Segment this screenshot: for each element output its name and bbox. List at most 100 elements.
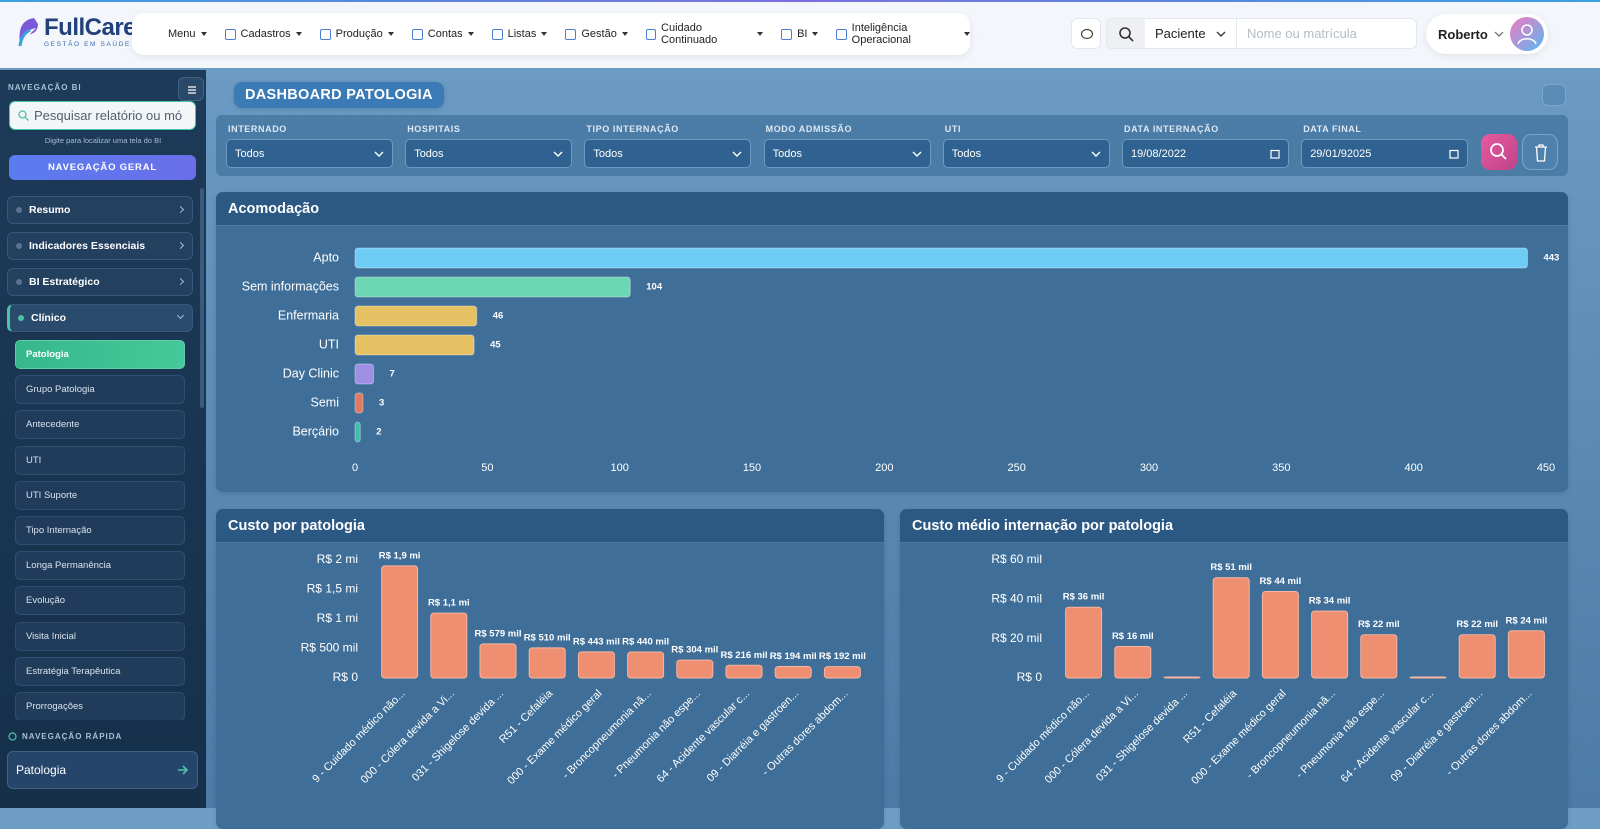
clear-button[interactable] bbox=[1522, 134, 1558, 170]
nav-item[interactable]: Prorrogações bbox=[15, 691, 185, 720]
bar[interactable] bbox=[676, 659, 714, 679]
search-icon[interactable] bbox=[1107, 19, 1145, 48]
bar[interactable] bbox=[1261, 590, 1299, 679]
bar[interactable] bbox=[354, 334, 475, 356]
filter-select[interactable]: Todos bbox=[226, 139, 393, 168]
search-type[interactable]: Paciente bbox=[1145, 19, 1237, 48]
nav-item-label: Grupo Patologia bbox=[26, 384, 95, 396]
brand[interactable]: FullCare GESTÃO EM SAÚDE bbox=[14, 15, 137, 48]
menu-item[interactable]: Produção bbox=[319, 28, 394, 40]
nav-item[interactable]: Grupo Patologia bbox=[15, 375, 185, 405]
user-menu[interactable]: Roberto bbox=[1426, 14, 1548, 54]
scrollbar[interactable] bbox=[200, 188, 204, 408]
filter-select[interactable]: 19/08/2022 bbox=[1122, 139, 1289, 168]
nav-item[interactable]: UTI Suporte bbox=[15, 480, 185, 510]
nav-item-label: Prorrogações bbox=[26, 700, 84, 712]
menu-item[interactable]: BI bbox=[781, 28, 819, 40]
bar[interactable] bbox=[1065, 606, 1103, 679]
nav-item[interactable]: Antecedente bbox=[15, 410, 185, 440]
nav-item[interactable]: Longa Permanência bbox=[15, 551, 185, 581]
filter: INTERNADO Todos bbox=[226, 124, 393, 168]
filter-select[interactable]: Todos bbox=[584, 139, 752, 168]
nav-section[interactable]: Clínico bbox=[7, 304, 193, 332]
value-label: R$ 24 mil bbox=[1506, 615, 1548, 626]
bar[interactable] bbox=[354, 421, 361, 443]
quick-nav-title: NAVEGAÇÃO RÁPIDA bbox=[8, 732, 122, 741]
nav-item[interactable]: Estratégia Terapêutica bbox=[15, 656, 185, 686]
filter-label: DATA INTERNAÇÃO bbox=[1124, 124, 1219, 134]
menu-icon bbox=[645, 28, 657, 40]
bar[interactable] bbox=[354, 276, 631, 298]
filter: UTI Todos bbox=[942, 124, 1110, 168]
bar[interactable] bbox=[1311, 610, 1349, 679]
filter-select[interactable]: Todos bbox=[405, 139, 573, 168]
menu-item[interactable]: Gestão bbox=[565, 28, 628, 40]
chart-title: Custo médio internação por patologia bbox=[900, 509, 1568, 543]
general-nav-button[interactable]: NAVEGAÇÃO GERAL bbox=[9, 155, 196, 180]
layout-button[interactable] bbox=[1542, 84, 1566, 106]
bar[interactable] bbox=[725, 664, 763, 679]
sidebar-search[interactable]: Pesquisar relatório ou mó bbox=[9, 101, 196, 130]
sidebar-search-placeholder: Pesquisar relatório ou mó bbox=[34, 108, 183, 123]
calendar-icon bbox=[1270, 149, 1280, 159]
bar[interactable] bbox=[430, 612, 468, 679]
bar[interactable] bbox=[528, 647, 566, 679]
bar[interactable] bbox=[1458, 634, 1496, 679]
calendar-shape bbox=[1449, 149, 1459, 159]
menu-item[interactable]: Cadastros bbox=[224, 28, 302, 40]
chevron bbox=[176, 205, 185, 214]
value-label: R$ 192 mil bbox=[819, 651, 866, 662]
value-label: R$ 440 mil bbox=[622, 637, 669, 648]
menu-label: Inteligência Operacional bbox=[851, 22, 911, 46]
bar[interactable] bbox=[1507, 630, 1545, 679]
menu-item[interactable]: Contas bbox=[411, 28, 474, 40]
filter-select[interactable]: 29/01/92025 bbox=[1301, 139, 1469, 168]
bar[interactable] bbox=[577, 651, 615, 679]
x-tick-label: 300 bbox=[1140, 462, 1158, 474]
category-label: 64 - Acidente vascular c... bbox=[655, 688, 753, 786]
nav-item[interactable]: Visita Inicial bbox=[15, 621, 185, 651]
menu-item[interactable]: Listas bbox=[491, 28, 548, 40]
avatar-icon bbox=[1517, 24, 1537, 45]
nav-section[interactable]: BI Estratégico bbox=[7, 268, 193, 296]
category-label: UTI bbox=[319, 337, 339, 351]
chevron bbox=[176, 311, 185, 320]
bar[interactable] bbox=[479, 643, 517, 679]
bar[interactable] bbox=[381, 565, 419, 679]
search-input[interactable]: Nome ou matrícula bbox=[1247, 26, 1357, 41]
filter-select[interactable]: Todos bbox=[763, 139, 931, 168]
chevron-shape bbox=[374, 151, 384, 157]
bar[interactable] bbox=[823, 666, 861, 679]
nav-item[interactable]: Tipo Internação bbox=[15, 515, 185, 545]
bar[interactable] bbox=[354, 247, 1528, 269]
bar[interactable] bbox=[354, 363, 375, 385]
filter: DATA FINAL 29/01/92025 bbox=[1301, 124, 1469, 168]
bar[interactable] bbox=[1114, 646, 1152, 679]
bar[interactable] bbox=[1409, 676, 1447, 679]
bar[interactable] bbox=[627, 651, 665, 679]
chart-title: Acomodação bbox=[216, 192, 1568, 226]
nav-section[interactable]: Indicadores Essenciais bbox=[7, 232, 193, 260]
nav-item[interactable]: Patologia bbox=[15, 340, 185, 369]
bar[interactable] bbox=[1163, 676, 1201, 679]
nav-item[interactable]: Evolução bbox=[15, 586, 185, 616]
search-button[interactable] bbox=[1481, 134, 1517, 170]
sidebar-toggle[interactable] bbox=[178, 77, 204, 101]
filter-select[interactable]: Todos bbox=[942, 139, 1110, 168]
bar[interactable] bbox=[774, 666, 812, 679]
magnifier bbox=[1490, 143, 1507, 160]
chat-button[interactable] bbox=[1071, 18, 1101, 49]
nav-item[interactable]: UTI bbox=[15, 445, 185, 475]
menu-item[interactable]: Cuidado Continuado bbox=[645, 22, 764, 46]
bar[interactable] bbox=[1212, 577, 1250, 679]
category-label: 09 - Diarréia e gastroen... bbox=[705, 688, 802, 785]
category-label: 9 - Cuidado médico não... bbox=[310, 688, 408, 786]
menu-item[interactable]: Menu bbox=[168, 28, 207, 40]
menu-label: Contas bbox=[427, 28, 463, 40]
bar[interactable] bbox=[354, 305, 478, 327]
bar[interactable] bbox=[1360, 634, 1398, 679]
bar[interactable] bbox=[354, 392, 364, 414]
menu-item[interactable]: Inteligência Operacional bbox=[836, 22, 970, 46]
quick-nav[interactable]: Patologia bbox=[7, 751, 198, 789]
nav-section[interactable]: Resumo bbox=[7, 196, 193, 224]
